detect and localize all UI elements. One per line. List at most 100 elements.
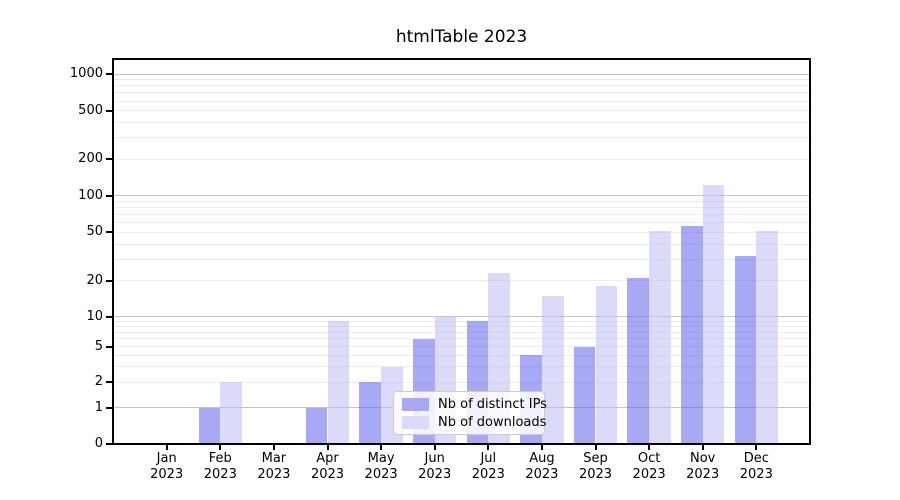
y-tick-mark — [106, 73, 113, 75]
legend-label: Nb of downloads — [438, 414, 547, 430]
gridline-major — [113, 316, 810, 318]
gridline-major — [113, 195, 810, 197]
x-tick-label: Mar 2023 — [242, 451, 306, 483]
x-tick-year: 2023 — [310, 467, 345, 482]
y-tick-label: 20 — [86, 272, 103, 288]
x-tick-mark — [433, 445, 436, 450]
x-tick-month: Jun — [424, 451, 445, 466]
legend-label: Nb of distinct IPs — [438, 396, 547, 412]
y-tick-mark — [106, 315, 113, 318]
bar-downloads — [327, 321, 350, 444]
x-tick-mark — [755, 445, 758, 450]
x-tick-year: 2023 — [578, 467, 613, 482]
x-tick-label: Jan 2023 — [135, 451, 199, 483]
x-tick-month: May — [367, 451, 395, 466]
x-tick-mark — [219, 445, 222, 450]
x-tick-month: Sep — [583, 451, 608, 466]
gridline-minor — [113, 381, 810, 383]
legend: Nb of distinct IPs Nb of downloads — [393, 391, 547, 435]
axis-spine-bottom — [112, 443, 811, 445]
x-tick-label: May 2023 — [349, 451, 413, 483]
y-tick-label: 100 — [78, 187, 103, 203]
x-tick-label: Dec 2023 — [724, 451, 788, 483]
x-tick-year: 2023 — [203, 467, 237, 482]
bar-downloads — [595, 286, 618, 444]
axis-spine-left — [112, 58, 114, 445]
gridline-minor — [113, 206, 810, 208]
gridline-minor — [113, 331, 810, 333]
x-tick-mark — [380, 445, 383, 450]
gridline-minor — [113, 258, 810, 260]
gridline-minor — [113, 366, 810, 368]
gridline-major — [113, 73, 810, 75]
y-tick-mark — [106, 381, 113, 384]
x-tick-label: Jun 2023 — [403, 451, 467, 483]
gridline-minor — [113, 110, 810, 112]
bar-distinct-ips — [305, 407, 328, 444]
y-tick-label: 500 — [78, 102, 103, 118]
x-tick-month: Oct — [637, 451, 661, 466]
x-tick-label: Sep 2023 — [564, 451, 628, 483]
gridline-minor — [113, 346, 810, 348]
gridline-minor — [113, 214, 810, 216]
y-tick-label: 5 — [94, 338, 103, 354]
x-tick-mark — [487, 445, 490, 450]
bar-downloads — [220, 382, 243, 444]
bar-distinct-ips — [734, 255, 757, 444]
bar-distinct-ips — [359, 382, 382, 444]
x-tick-month: Nov — [690, 451, 716, 466]
bar-distinct-ips — [573, 346, 596, 444]
x-tick-mark — [272, 445, 275, 450]
legend-swatch-distinct-ips — [402, 397, 429, 411]
y-tick-label: 10 — [86, 308, 103, 324]
y-tick-mark — [106, 279, 113, 282]
x-tick-mark — [648, 445, 651, 450]
x-tick-mark — [326, 445, 329, 450]
x-tick-label: Aug 2023 — [510, 451, 574, 483]
x-tick-year: 2023 — [739, 467, 773, 482]
y-tick-mark — [106, 345, 113, 348]
y-tick-mark — [106, 406, 113, 409]
x-tick-month: Dec — [743, 451, 769, 466]
y-tick-label: 50 — [86, 224, 103, 240]
gridline-minor — [113, 200, 810, 202]
y-tick-label: 1000 — [69, 66, 103, 81]
y-tick-label: 2 — [94, 374, 103, 390]
bar-downloads — [541, 295, 564, 444]
x-tick-label: Oct 2023 — [617, 451, 681, 483]
axis-spine-right — [809, 58, 811, 445]
axis-spine-top — [112, 58, 811, 60]
x-tick-mark — [540, 445, 543, 450]
x-tick-label: Nov 2023 — [671, 451, 735, 483]
x-tick-mark — [701, 445, 704, 450]
legend-item: Nb of distinct IPs — [402, 397, 547, 412]
x-tick-year: 2023 — [471, 467, 505, 482]
bar-downloads — [756, 231, 779, 444]
gridline-minor — [113, 92, 810, 94]
bar-distinct-ips — [627, 278, 650, 444]
y-tick-label: 200 — [78, 151, 103, 166]
x-tick-year: 2023 — [257, 467, 291, 482]
gridline-minor — [113, 280, 810, 282]
x-tick-label: Apr 2023 — [296, 451, 360, 483]
x-tick-month: Feb — [208, 451, 232, 466]
legend-item: Nb of downloads — [402, 415, 546, 430]
x-tick-mark — [594, 445, 597, 450]
x-tick-year: 2023 — [150, 467, 184, 482]
gridline-minor — [113, 79, 810, 81]
legend-swatch-downloads — [402, 415, 429, 429]
gridline-minor — [113, 85, 810, 87]
gridline-minor — [113, 243, 810, 245]
x-tick-mark — [165, 445, 168, 450]
y-tick-mark — [106, 231, 113, 234]
gridline-minor — [113, 222, 810, 224]
x-tick-year: 2023 — [686, 467, 720, 482]
chart-title: htmlTable 2023 — [395, 27, 528, 47]
y-tick-mark — [106, 158, 113, 160]
x-tick-year: 2023 — [525, 467, 559, 482]
x-tick-label: Feb 2023 — [188, 451, 252, 483]
x-tick-month: Mar — [261, 451, 287, 466]
gridline-minor — [113, 325, 810, 327]
x-tick-month: Jul — [480, 451, 497, 466]
